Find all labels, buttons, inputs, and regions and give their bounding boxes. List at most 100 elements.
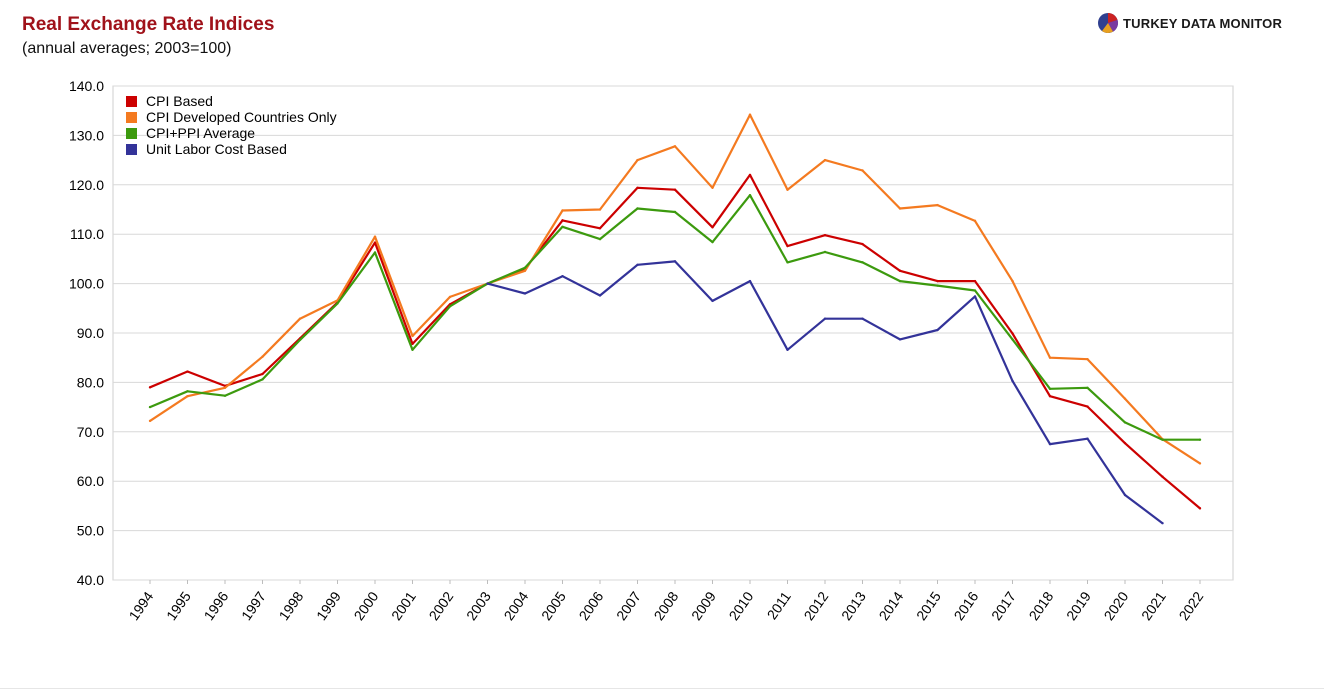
x-tick-label: 2011	[764, 588, 794, 622]
x-tick-label: 2020	[1100, 588, 1131, 623]
legend-swatch	[126, 128, 137, 139]
x-tick-label: 2003	[463, 588, 494, 623]
data-point-cpi-developed-countries-only	[673, 145, 677, 148]
data-point-cpi-developed-countries-only	[973, 219, 977, 223]
data-point-cpi-based	[261, 372, 264, 376]
x-tick-label: 1999	[313, 588, 344, 623]
grid-lines	[112, 85, 1234, 581]
data-point-cpi-developed-countries-only	[1086, 357, 1089, 361]
data-point-cpi-ppi-average	[148, 405, 152, 409]
legend-label: Unit Labor Cost Based	[146, 141, 287, 157]
data-point-unit-labor-cost-based	[1011, 379, 1014, 383]
data-point-unit-labor-cost-based	[711, 299, 714, 303]
data-point-cpi-ppi-average	[898, 279, 902, 283]
y-tick-label: 40.0	[77, 572, 104, 588]
data-point-unit-labor-cost-based	[861, 317, 864, 320]
data-point-cpi-based	[1123, 441, 1127, 445]
series-line-cpi-developed-countries-only	[149, 113, 1201, 465]
data-point-unit-labor-cost-based	[898, 338, 902, 341]
data-point-cpi-ppi-average	[561, 225, 564, 228]
y-tick-label: 140.0	[69, 78, 104, 94]
data-point-cpi-developed-countries-only	[523, 269, 527, 272]
data-point-cpi-ppi-average	[786, 261, 789, 264]
data-point-cpi-ppi-average	[298, 338, 302, 342]
legend-swatch	[126, 112, 137, 123]
legend-swatch	[126, 144, 137, 155]
x-tick-label: 1994	[125, 588, 156, 623]
data-point-unit-labor-cost-based	[786, 348, 789, 351]
y-tick-label: 80.0	[77, 374, 104, 390]
data-point-unit-labor-cost-based	[1086, 437, 1089, 440]
data-point-cpi-ppi-average	[1048, 387, 1052, 391]
data-point-cpi-ppi-average	[523, 266, 527, 269]
data-point-cpi-developed-countries-only	[148, 419, 152, 423]
y-tick-label: 120.0	[69, 177, 104, 193]
y-tick-label: 70.0	[77, 424, 104, 440]
pie-chart-logo-icon	[1098, 13, 1118, 33]
chart-title: Real Exchange Rate Indices	[22, 14, 275, 35]
data-point-unit-labor-cost-based	[561, 274, 564, 278]
x-tick-label: 2001	[388, 588, 419, 623]
data-point-cpi-developed-countries-only	[561, 209, 564, 212]
data-point-cpi-ppi-average	[748, 193, 752, 197]
x-tick-label: 2013	[838, 588, 869, 623]
data-point-cpi-ppi-average	[373, 251, 377, 254]
data-point-cpi-based	[561, 219, 564, 222]
data-point-cpi-ppi-average	[411, 348, 414, 351]
x-tick-label: 2005	[538, 588, 569, 623]
data-point-unit-labor-cost-based	[823, 317, 827, 320]
data-point-cpi-ppi-average	[973, 289, 977, 292]
x-tick-label: 2015	[913, 588, 944, 623]
data-point-cpi-developed-countries-only	[748, 113, 752, 116]
data-point-cpi-developed-countries-only	[936, 203, 939, 207]
data-point-cpi-ppi-average	[1161, 438, 1164, 441]
x-tick-label: 2017	[988, 588, 1019, 623]
series-line-unit-labor-cost-based	[487, 260, 1164, 525]
brand-name-light: TURKEY DATA	[1123, 15, 1220, 31]
data-point-cpi-based	[973, 279, 977, 283]
data-point-cpi-ppi-average	[1011, 338, 1014, 341]
data-point-cpi-based	[598, 227, 602, 230]
data-point-cpi-based	[1011, 332, 1014, 335]
legend-label: CPI+PPI Average	[146, 125, 255, 141]
data-point-cpi-developed-countries-only	[786, 188, 789, 191]
x-tick-label: 2018	[1025, 588, 1056, 623]
data-point-cpi-developed-countries-only	[711, 186, 714, 189]
y-tick-label: 130.0	[69, 127, 104, 143]
x-tick-label: 1995	[163, 588, 194, 623]
x-tick-label: 2016	[950, 588, 981, 623]
data-point-cpi-ppi-average	[936, 284, 939, 287]
data-point-cpi-ppi-average	[448, 305, 452, 308]
legend-label: CPI Based	[146, 93, 213, 109]
x-tick-label: 2022	[1175, 588, 1206, 623]
data-point-cpi-based	[673, 188, 677, 191]
x-tick-label: 2021	[1138, 588, 1169, 623]
data-point-cpi-based	[936, 279, 939, 283]
data-point-cpi-based	[186, 370, 189, 373]
data-point-cpi-based	[786, 244, 789, 248]
x-tick-label: 2002	[425, 588, 456, 623]
data-point-cpi-developed-countries-only	[298, 317, 302, 320]
bottom-divider	[0, 688, 1324, 689]
data-point-cpi-based	[636, 186, 639, 189]
data-point-cpi-based	[711, 226, 714, 229]
y-tick-label: 90.0	[77, 325, 104, 341]
data-point-cpi-based	[373, 241, 377, 244]
data-point-cpi-developed-countries-only	[1011, 279, 1014, 283]
legend-label: CPI Developed Countries Only	[146, 109, 337, 125]
series-line-cpi-ppi-average	[149, 194, 1200, 441]
data-point-cpi-ppi-average	[711, 240, 714, 244]
data-point-cpi-based	[148, 386, 152, 389]
x-tick-label: 2007	[613, 588, 644, 623]
data-point-cpi-developed-countries-only	[861, 169, 864, 172]
data-point-cpi-ppi-average	[861, 261, 864, 264]
data-point-unit-labor-cost-based	[973, 295, 977, 298]
x-tick-label: 2006	[575, 588, 606, 623]
data-point-unit-labor-cost-based	[748, 279, 752, 283]
data-point-cpi-developed-countries-only	[598, 208, 602, 211]
y-tick-label: 100.0	[69, 276, 104, 292]
series-lines	[148, 113, 1202, 525]
data-point-cpi-based	[1198, 507, 1202, 510]
data-point-cpi-based	[411, 342, 414, 346]
data-point-cpi-based	[1161, 475, 1164, 478]
